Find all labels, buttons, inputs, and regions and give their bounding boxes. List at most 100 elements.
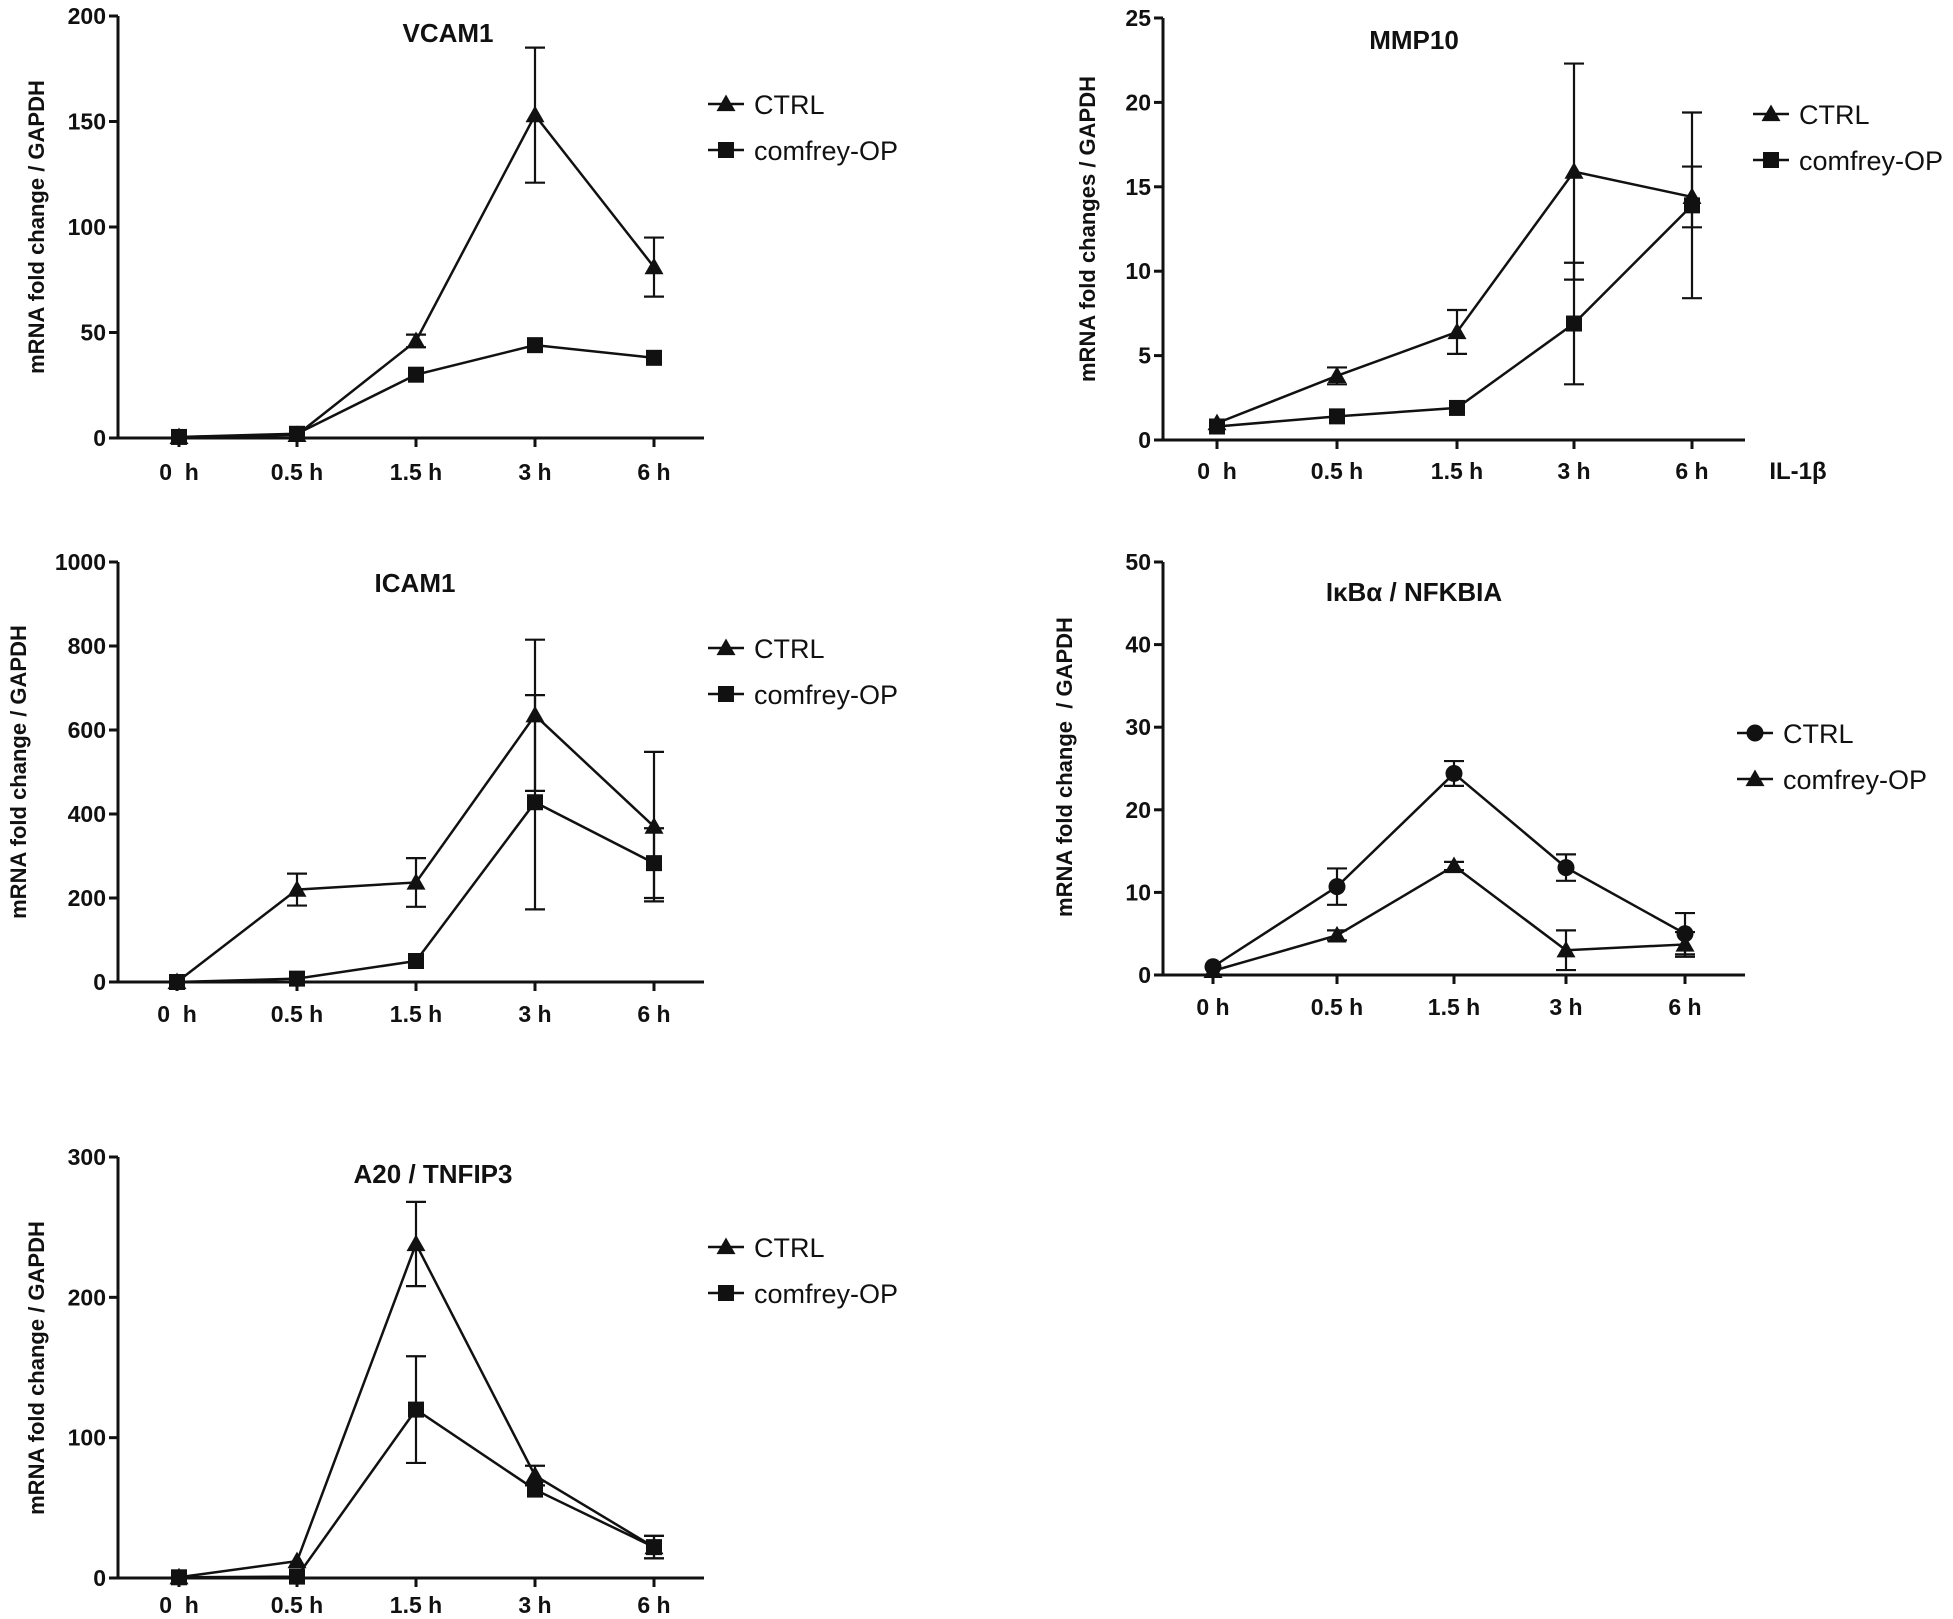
x-tick-label: 0 h [1197,458,1237,484]
legend-marker [718,1285,734,1301]
y-tick-label: 40 [1125,632,1151,658]
data-point [289,970,305,987]
legend-label: CTRL [1783,719,1854,749]
series-ctrl [169,46,664,445]
chart-title: ICAM1 [375,568,456,598]
legend: CTRL comfrey-OP [1737,719,1927,795]
x-tick-label: 3 h [518,1592,551,1618]
legend: CTRL comfrey-OP [708,1233,898,1309]
data-point [287,1551,307,1569]
x-tick-label: 6 h [637,1592,670,1618]
series-ctrl [167,638,664,990]
x-tick-label: 1.5 h [1428,994,1480,1020]
y-axis-label: mRNA fold change / GAPDH [6,625,31,919]
legend-label: comfrey-OP [754,1279,898,1309]
x-tick-label: 3 h [518,459,551,485]
chart-title: A20 / TNFIP3 [354,1159,513,1189]
x-tick-label: 0 h [1196,994,1229,1020]
x-tick-label: 0 h [159,1592,199,1618]
y-tick-label: 10 [1125,258,1151,284]
data-point [1564,162,1584,179]
y-axis-label: mRNA fold change / GAPDH [24,80,49,374]
data-point [1449,399,1465,416]
chart-panel-1: 0 50 100 150 200 0 h 0.5 h 1.5 h 3 h 6 h VCAM1 mRNA… [24,3,898,485]
y-tick-label: 0 [93,969,106,995]
legend-label: CTRL [754,634,825,664]
y-axis-label: mRNA fold change / GAPDH [24,1221,49,1515]
data-point [406,1234,426,1252]
chart-title: MMP10 [1369,25,1459,55]
legend-label: comfrey-OP [1799,146,1943,176]
y-axis-label: mRNA fold changes / GAPDH [1075,76,1100,382]
y-tick-label: 20 [1125,89,1151,115]
data-point [646,1539,662,1556]
chart-title: IκBα / NFKBIA [1326,577,1503,607]
legend-marker [716,94,736,112]
chart-panel-4: 0 10 20 30 40 50 0 h 0.5 h 1.5 h 3 h 6 h IκBα / NFK… [1052,549,1927,1020]
x-tick-label: 0.5 h [271,1001,323,1027]
y-tick-label: 30 [1125,714,1151,740]
data-point [287,880,307,897]
data-point [289,1568,305,1585]
legend-label: CTRL [754,1233,825,1263]
x-tick-label: 0.5 h [271,459,323,485]
legend-marker [1763,152,1779,168]
data-point [171,428,187,445]
y-tick-label: 100 [68,214,106,240]
series-comfrey-op [1203,856,1695,978]
x-tick-label: 1.5 h [390,1592,442,1618]
legend-marker [1745,769,1765,787]
series-line [1216,170,1693,425]
y-tick-label: 50 [80,320,106,346]
chart-title: VCAM1 [402,18,493,48]
chart-panel-5: 0 100 200 300 0 h 0.5 h 1.5 h 3 h 6 h A20 / TNFIP… [24,1144,898,1618]
y-tick-label: 800 [68,633,106,659]
series-line [1212,864,1686,973]
data-point [525,105,545,123]
data-point [1327,366,1347,383]
y-tick-label: 600 [68,717,106,743]
data-point [1447,322,1467,340]
legend-marker [1746,724,1764,742]
legend-marker [1761,104,1781,122]
y-tick-label: 10 [1125,879,1151,905]
data-point [525,1466,545,1483]
data-point [289,425,305,442]
series-comfrey-op [169,694,664,990]
data-point [1556,940,1576,958]
chart-panel-2: 0 5 10 15 20 25 0 h 0.5 h 1.5 h 3 h 6 h MMP10 mRNA f… [1075,5,1943,485]
data-point [1328,878,1346,896]
y-tick-label: 200 [68,3,106,29]
x-axis-label: IL-1β [1769,458,1826,485]
data-point [1566,315,1582,332]
data-point [169,974,185,990]
legend-label: comfrey-OP [754,680,898,710]
y-tick-label: 100 [68,1425,106,1451]
y-tick-label: 200 [68,885,106,911]
x-tick-label: 6 h [1675,458,1708,484]
y-tick-label: 0 [1138,962,1151,988]
y-tick-label: 5 [1138,343,1151,369]
y-tick-label: 150 [68,109,106,135]
legend-label: CTRL [754,90,825,120]
legend-marker [716,1237,736,1255]
legend: CTRL comfrey-OP [708,634,898,710]
x-tick-label: 6 h [637,1001,670,1027]
series-line [176,713,655,983]
x-tick-label: 3 h [1549,994,1582,1020]
x-tick-label: 0 h [159,459,199,485]
data-point [406,331,426,349]
x-tick-label: 0.5 h [1311,994,1363,1020]
data-point [1209,418,1225,435]
data-point [646,855,662,872]
x-tick-label: 3 h [518,1001,551,1027]
series-comfrey-op [171,337,662,445]
data-point [644,257,664,275]
data-point [527,794,543,811]
y-tick-label: 20 [1125,797,1151,823]
data-point [1203,961,1223,978]
y-tick-label: 0 [1138,427,1151,453]
series-ctrl [1207,62,1702,431]
legend-label: comfrey-OP [1783,765,1927,795]
y-tick-label: 15 [1125,174,1151,200]
